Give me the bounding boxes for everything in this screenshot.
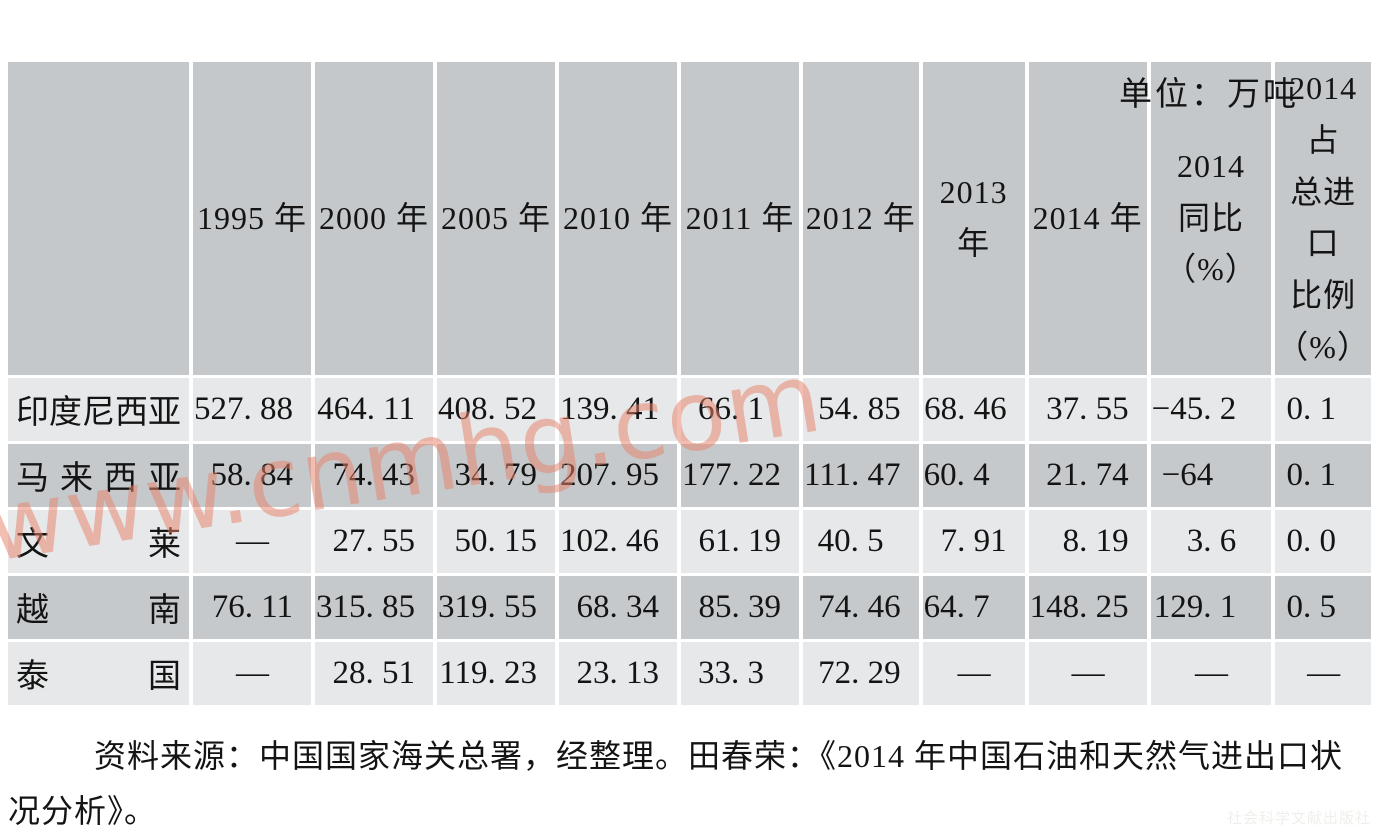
column-header: 2014 占 总进口 比例 （%） [1275,62,1371,375]
country-cell: 越南 [8,575,189,639]
value-cell: 68. 34 [559,575,677,639]
value-cell: 319. 55 [437,575,555,639]
value-cell: 27. 55 [315,509,433,573]
column-header: 2012 年 [803,62,919,375]
value-cell: 50. 15 [437,509,555,573]
column-header: 2000 年 [315,62,433,375]
value-cell: — [1275,641,1371,705]
value-cell: 0. 5 [1275,575,1371,639]
value-cell: 28. 51 [315,641,433,705]
table-row: 越南 76. 11 315. 85 319. 55 68. 34 85. 39 74. 46… [8,575,1371,639]
corner-cell [8,62,189,375]
country-cell: 马来西亚 [8,443,189,507]
import-data-table: 1995 年 2000 年 2005 年 2010 年 2011 年 2012 年 2013… [4,59,1375,708]
value-cell: — [922,641,1025,705]
table-row: 马来西亚 58. 84 74. 43 34. 79 207. 95 177. 22 111.… [8,443,1371,507]
value-cell: 315. 85 [315,575,433,639]
value-cell: 58. 84 [193,443,311,507]
value-cell: 111. 47 [803,443,919,507]
unit-label: 单位：万吨 [1119,77,1299,113]
value-cell: — [193,509,311,573]
value-cell: 60. 4 [922,443,1025,507]
value-cell: 74. 43 [315,443,433,507]
table-header-row: 1995 年 2000 年 2005 年 2010 年 2011 年 2012 年 2013… [8,62,1371,375]
value-cell: 408. 52 [437,377,555,441]
value-cell: 68. 46 [922,377,1025,441]
value-cell: 64. 7 [922,575,1025,639]
value-cell: — [1028,641,1147,705]
column-header: 1995 年 [193,62,311,375]
table-row: 印度尼西亚 527. 88 464. 11 408. 52 139. 41 66. 1 54… [8,377,1371,441]
source-note: 资料来源：中国国家海关总署，经整理。田春荣：《2014 年中国石油和天然气进出口… [8,737,1344,829]
value-cell: 464. 11 [315,377,433,441]
value-cell: 21. 74 [1028,443,1147,507]
country-cell: 泰国 [8,641,189,705]
value-cell: 527. 88 [193,377,311,441]
value-cell: 37. 55 [1028,377,1147,441]
value-cell: 72. 29 [803,641,919,705]
value-cell: 139. 41 [559,377,677,441]
value-cell: 7. 91 [922,509,1025,573]
value-cell: 0. 0 [1275,509,1371,573]
column-header: 2014 年 [1028,62,1147,375]
value-cell: 61. 19 [681,509,799,573]
value-cell: −45. 2 [1150,377,1272,441]
column-header: 2013 年 [922,62,1025,375]
value-cell: 66. 1 [681,377,799,441]
column-header: 2010 年 [559,62,677,375]
value-cell: 207. 95 [559,443,677,507]
value-cell: 129. 1 [1150,575,1272,639]
column-header: 2011 年 [681,62,799,375]
value-cell: 85. 39 [681,575,799,639]
country-cell: 文莱 [8,509,189,573]
column-header: 2014 同比 （%） [1150,62,1272,375]
value-cell: 102. 46 [559,509,677,573]
column-header: 2005 年 [437,62,555,375]
value-cell: 76. 11 [193,575,311,639]
value-cell: 34. 79 [437,443,555,507]
table-row: 泰国 —28. 51 119. 23 23. 13 33. 3 72. 29— — — — [8,641,1371,705]
value-cell: 74. 46 [803,575,919,639]
value-cell: 0. 1 [1275,377,1371,441]
value-cell: 8. 19 [1028,509,1147,573]
value-cell: 119. 23 [437,641,555,705]
value-cell: 148. 25 [1028,575,1147,639]
country-cell: 印度尼西亚 [8,377,189,441]
value-cell: — [193,641,311,705]
value-cell: 177. 22 [681,443,799,507]
table-row: 文莱 —27. 55 50. 15 102. 46 61. 19 40. 5 7. 91 8.… [8,509,1371,573]
value-cell: −64 [1150,443,1272,507]
value-cell: 33. 3 [681,641,799,705]
value-cell: — [1150,641,1272,705]
publisher-watermark: 社会科学文献出版社 [1226,809,1371,827]
value-cell: 40. 5 [803,509,919,573]
value-cell: 0. 1 [1275,443,1371,507]
value-cell: 23. 13 [559,641,677,705]
value-cell: 3. 6 [1150,509,1272,573]
value-cell: 54. 85 [803,377,919,441]
